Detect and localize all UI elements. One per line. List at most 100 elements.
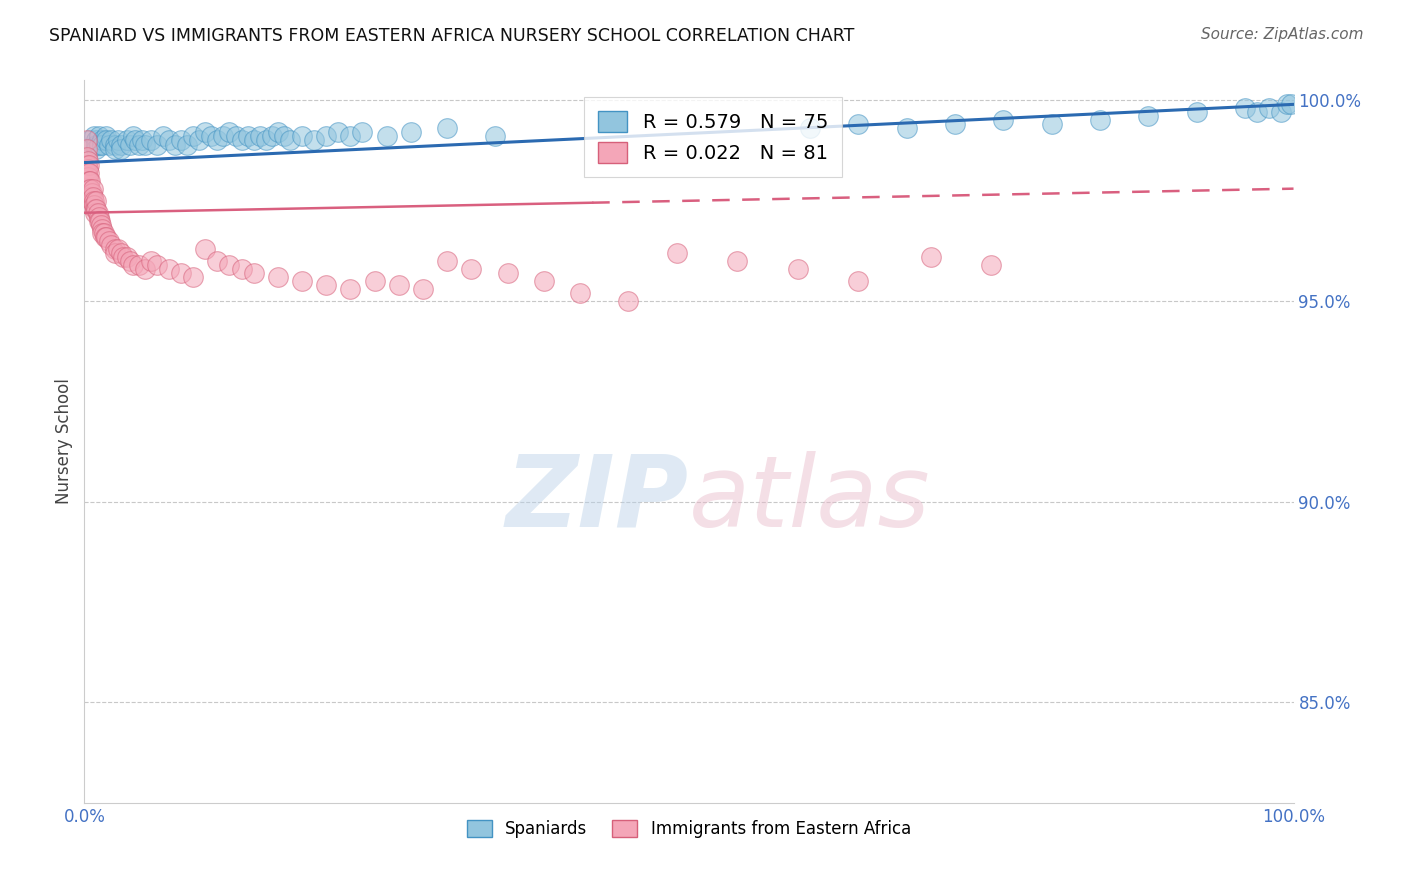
Point (97, 234, 120, 248)
Point (302, 133, 325, 147)
Point (231, 133, 253, 147)
Point (115, 250, 138, 264)
Point (77, 158, 100, 172)
Point (846, 117, 869, 131)
Point (104, 246, 127, 260)
Point (83, 129, 105, 144)
Point (260, 129, 283, 144)
Point (139, 133, 162, 147)
Point (121, 129, 143, 144)
Text: Source: ZipAtlas.com: Source: ZipAtlas.com (1201, 27, 1364, 42)
Point (194, 125, 217, 139)
Point (100, 238, 122, 252)
Point (86, 202, 108, 216)
Y-axis label: Nursery School: Nursery School (55, 378, 73, 505)
Point (87, 137, 110, 152)
Text: atlas: atlas (689, 450, 931, 548)
Point (352, 125, 374, 139)
Point (291, 274, 314, 288)
Point (207, 133, 229, 147)
Point (86, 206, 108, 220)
Point (399, 125, 422, 139)
Point (146, 258, 169, 272)
Point (181, 270, 204, 285)
Point (980, 258, 1002, 272)
Point (339, 129, 361, 144)
Point (80, 186, 103, 200)
Point (218, 258, 240, 272)
Point (218, 125, 240, 139)
Point (1258, 101, 1281, 115)
Point (77, 181, 100, 195)
Point (83, 197, 105, 211)
Point (76, 190, 98, 204)
Point (315, 278, 337, 293)
Point (617, 294, 640, 309)
Point (86, 194, 108, 208)
Point (128, 258, 150, 272)
Point (97, 137, 120, 152)
Point (943, 117, 966, 131)
Point (484, 129, 506, 144)
Point (87, 210, 110, 224)
Point (120, 137, 142, 152)
Point (77, 153, 100, 168)
Point (146, 137, 169, 152)
Point (242, 266, 264, 280)
Point (188, 133, 211, 147)
Point (100, 133, 122, 147)
Point (86, 133, 108, 147)
Point (786, 262, 808, 277)
Point (363, 274, 385, 288)
Point (165, 137, 187, 152)
Point (194, 242, 217, 256)
Point (94, 133, 117, 147)
Point (152, 129, 174, 144)
Point (107, 133, 129, 147)
Point (107, 242, 129, 256)
Point (76, 142, 98, 156)
Point (181, 129, 204, 144)
Point (249, 129, 271, 144)
Point (76, 181, 98, 195)
Point (110, 246, 132, 260)
Point (134, 262, 156, 277)
Point (157, 133, 180, 147)
Point (76, 158, 98, 172)
Point (212, 129, 235, 144)
Point (436, 121, 458, 136)
Text: SPANIARD VS IMMIGRANTS FROM EASTERN AFRICA NURSERY SCHOOL CORRELATION CHART: SPANIARD VS IMMIGRANTS FROM EASTERN AFRI… (49, 27, 855, 45)
Point (267, 125, 290, 139)
Point (79, 174, 101, 188)
Point (139, 254, 162, 268)
Point (121, 258, 143, 272)
Text: ZIP: ZIP (506, 450, 689, 548)
Point (79, 190, 101, 204)
Point (846, 274, 869, 288)
Point (1279, 97, 1302, 112)
Point (725, 254, 748, 268)
Point (77, 190, 100, 204)
Point (115, 133, 138, 147)
Point (84, 202, 107, 216)
Point (1277, 97, 1299, 112)
Point (291, 129, 314, 144)
Point (91, 226, 114, 240)
Point (339, 282, 361, 296)
Point (1246, 105, 1268, 120)
Point (110, 142, 132, 156)
Point (134, 137, 156, 152)
Point (77, 169, 100, 184)
Point (207, 254, 229, 268)
Point (157, 262, 180, 277)
Point (94, 230, 117, 244)
Point (80, 194, 103, 208)
Point (200, 129, 222, 144)
Point (104, 242, 127, 256)
Point (86, 142, 108, 156)
Point (176, 137, 198, 152)
Point (93, 226, 115, 240)
Point (170, 133, 193, 147)
Point (94, 129, 117, 144)
Point (799, 121, 821, 136)
